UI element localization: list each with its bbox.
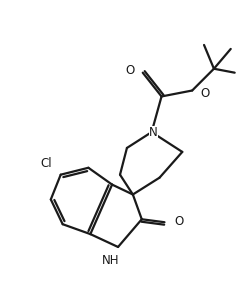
Text: O: O xyxy=(174,215,184,228)
Text: N: N xyxy=(149,126,158,139)
Text: NH: NH xyxy=(101,254,119,267)
Text: O: O xyxy=(126,64,135,77)
Text: Cl: Cl xyxy=(40,157,52,170)
Text: O: O xyxy=(200,87,209,100)
